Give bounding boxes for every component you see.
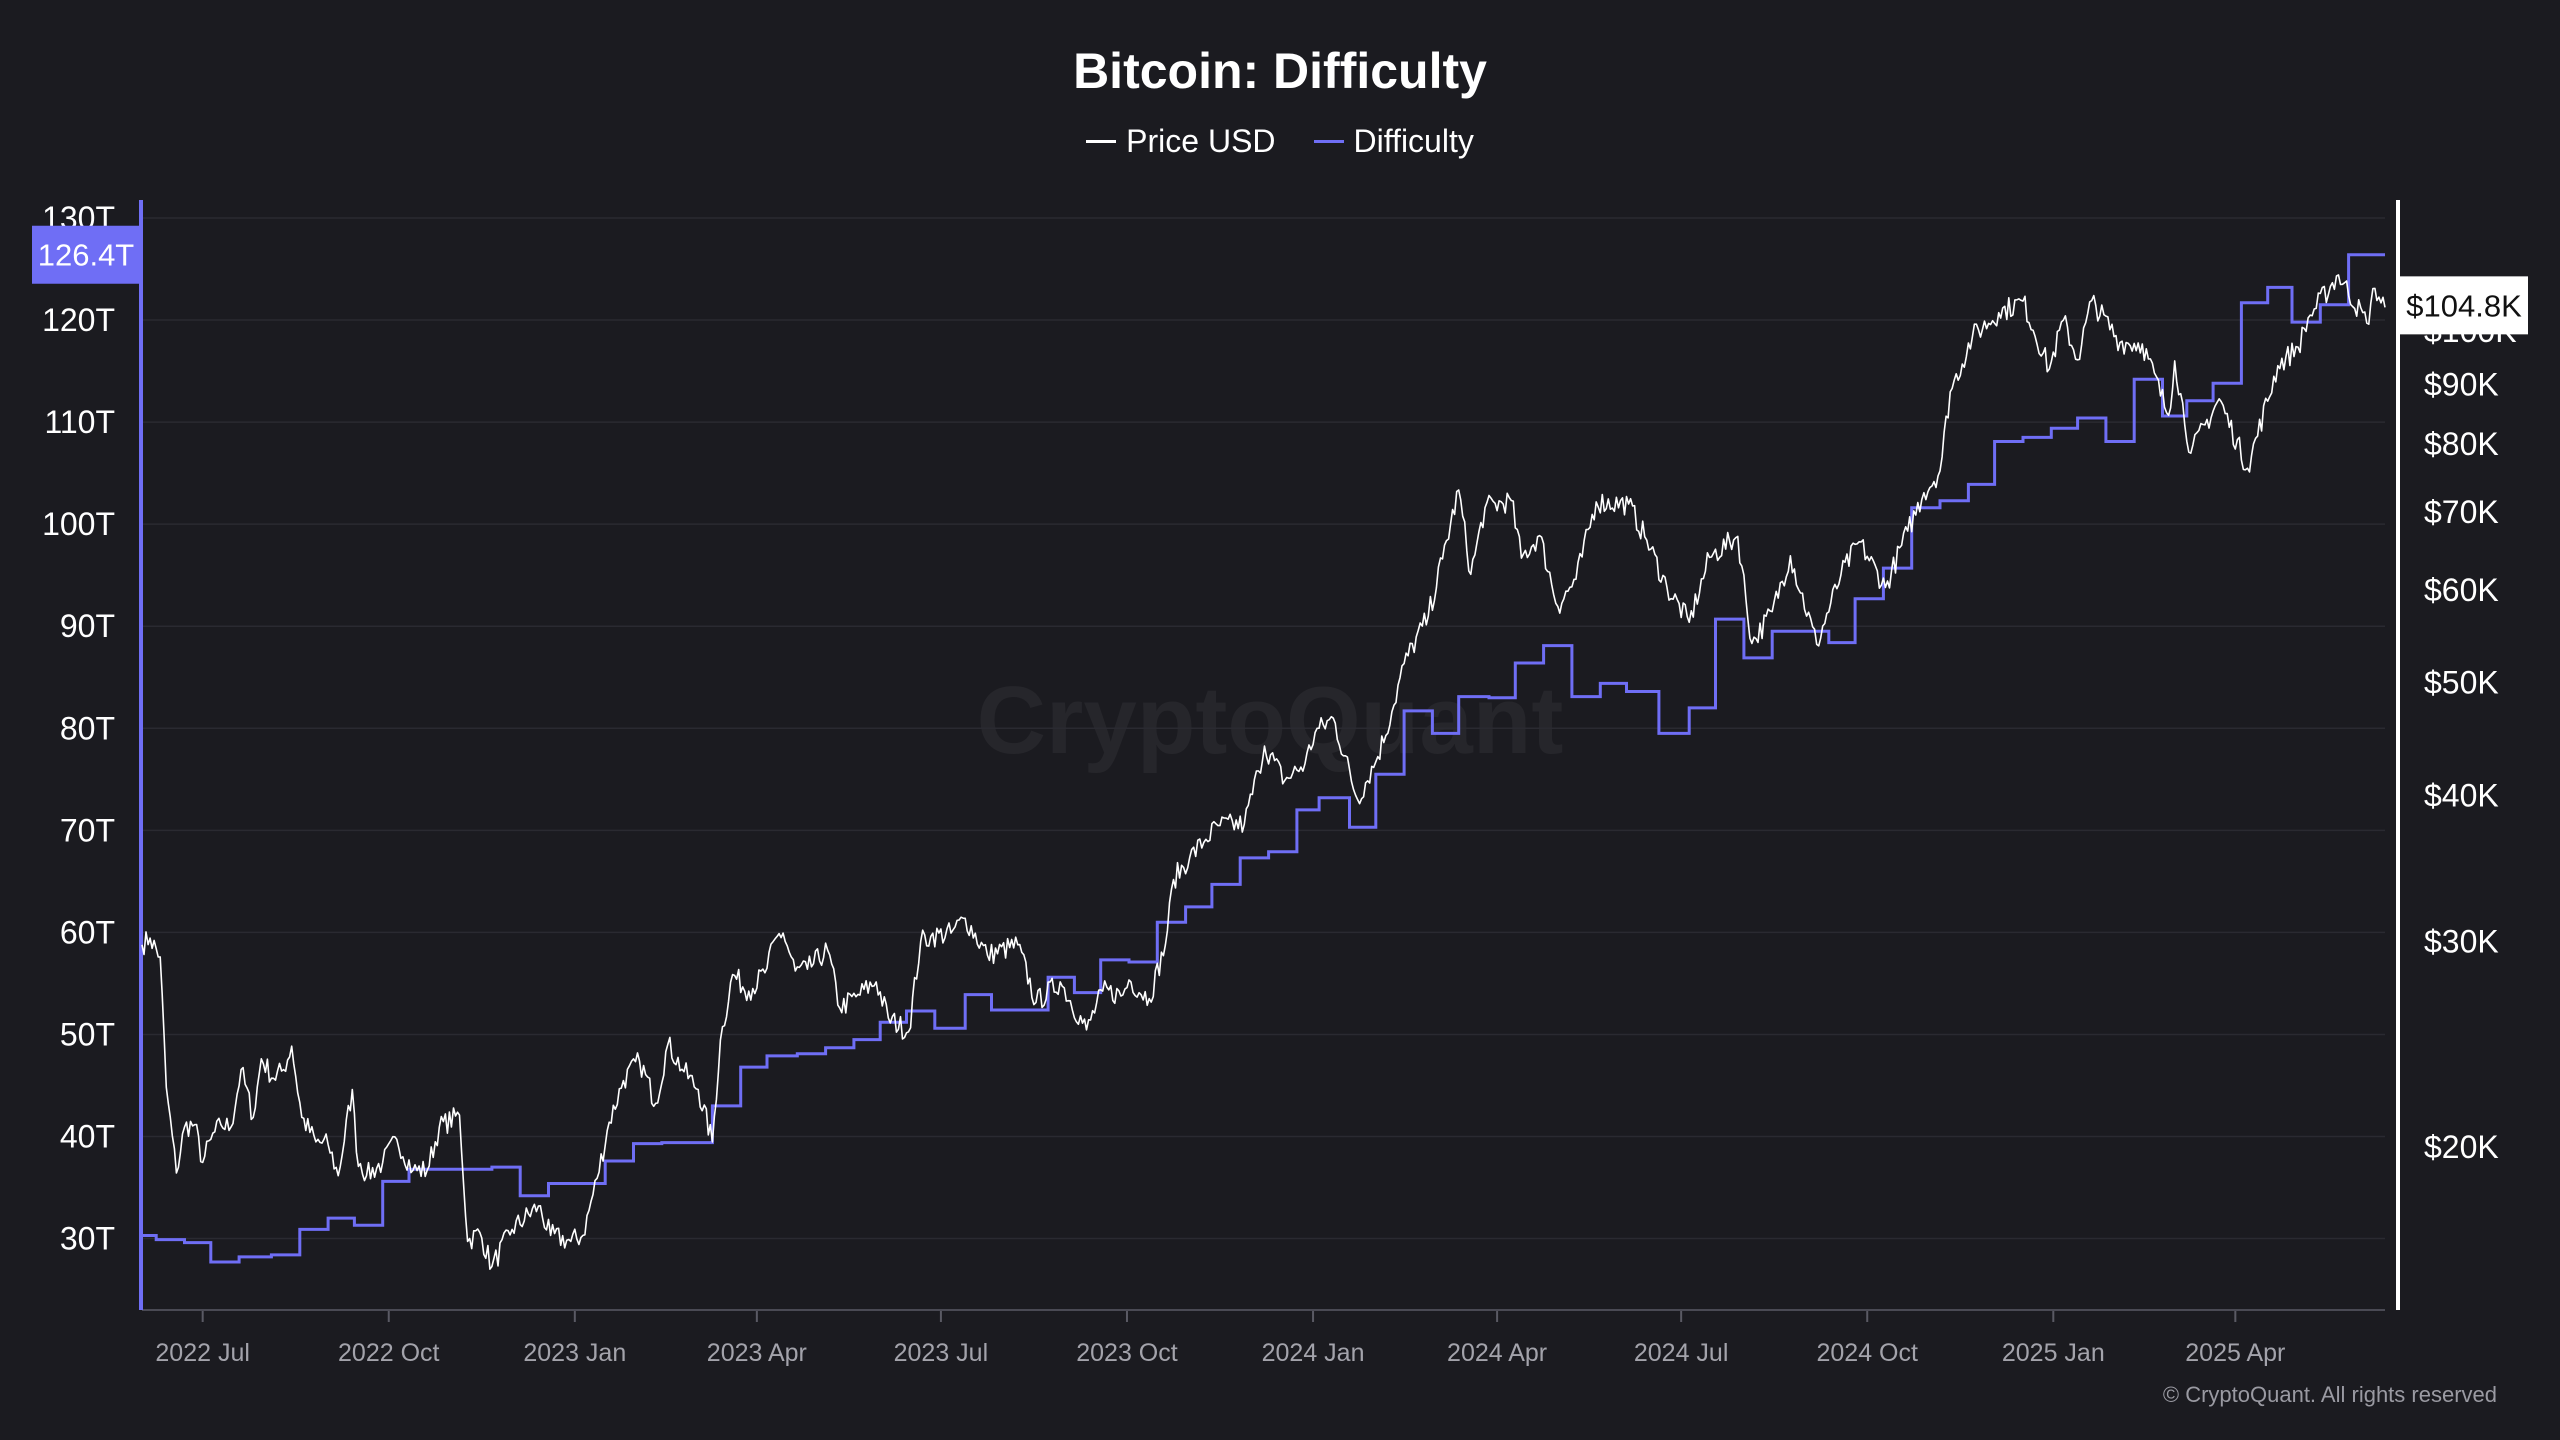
y-left-tick-label: 30T [60,1221,115,1257]
y-left-tick-label: 40T [60,1119,115,1155]
y-right-tick-label: $90K [2424,367,2499,403]
difficulty-current-label: 126.4T [38,238,135,273]
x-tick-label: 2024 Jan [1262,1339,1365,1367]
chart-title: Bitcoin: Difficulty [1073,43,1487,99]
y-left-tick-label: 120T [42,302,115,338]
legend-label-difficulty: Difficulty [1353,123,1474,159]
y-left-tick-label: 110T [44,404,115,440]
y-left-tick-label: 80T [60,710,115,746]
axes [139,200,2400,1322]
x-tick-label: 2023 Apr [707,1339,807,1367]
legend-swatch-difficulty [1313,140,1344,143]
y-left-tick-label: 50T [60,1016,115,1052]
x-tick-label: 2023 Jul [894,1339,989,1367]
price-current-label: $104.8K [2406,288,2522,323]
x-tick-label: 2025 Apr [2185,1339,2285,1367]
x-tick-label: 2024 Jul [1634,1339,1729,1367]
price-current-badge [2400,276,2528,335]
y-right-tick-label: $30K [2424,923,2499,959]
y-right-tick-label: $70K [2424,494,2499,530]
y-right-tick-label: $60K [2424,572,2499,608]
legend-item-price[interactable]: Price USD [1086,123,1276,160]
y-left-tick-label: 90T [60,608,115,644]
price-series-line [141,274,2386,1270]
difficulty-series-line [142,253,2385,1264]
legend: Price USD Difficulty [0,123,2560,160]
x-tick-label: 2024 Apr [1447,1339,1547,1367]
x-tick-label: 2022 Oct [338,1339,440,1367]
series-layer [141,253,2386,1270]
x-tick-label: 2024 Oct [1817,1339,1919,1367]
grid [142,217,2385,1240]
x-tick-label: 2023 Oct [1076,1339,1178,1367]
copyright-credit: © CryptoQuant. All rights reserved [2162,1382,2497,1407]
x-tick-label: 2022 Jul [155,1339,250,1367]
x-tick-label: 2023 Jan [523,1339,626,1367]
x-tick-label: 2025 Jan [2002,1339,2105,1367]
y-right-tick-label: $40K [2424,778,2499,814]
y-right-tick-label: $80K [2424,426,2499,462]
y-right-tick-label: $20K [2424,1129,2499,1165]
y-left-tick-label: 60T [60,914,115,950]
axis-labels: 30T40T50T60T70T80T90T100T110T120T130T$20… [42,200,2516,1367]
value-badges: 126.4T $104.8K [32,225,2528,335]
legend-label-price: Price USD [1126,123,1276,159]
legend-swatch-price [1086,140,1117,143]
difficulty-current-badge [32,225,140,284]
y-left-tick-label: 100T [42,506,115,542]
legend-item-difficulty[interactable]: Difficulty [1313,123,1474,160]
y-left-tick-label: 70T [60,812,115,848]
y-right-tick-label: $50K [2424,664,2499,700]
